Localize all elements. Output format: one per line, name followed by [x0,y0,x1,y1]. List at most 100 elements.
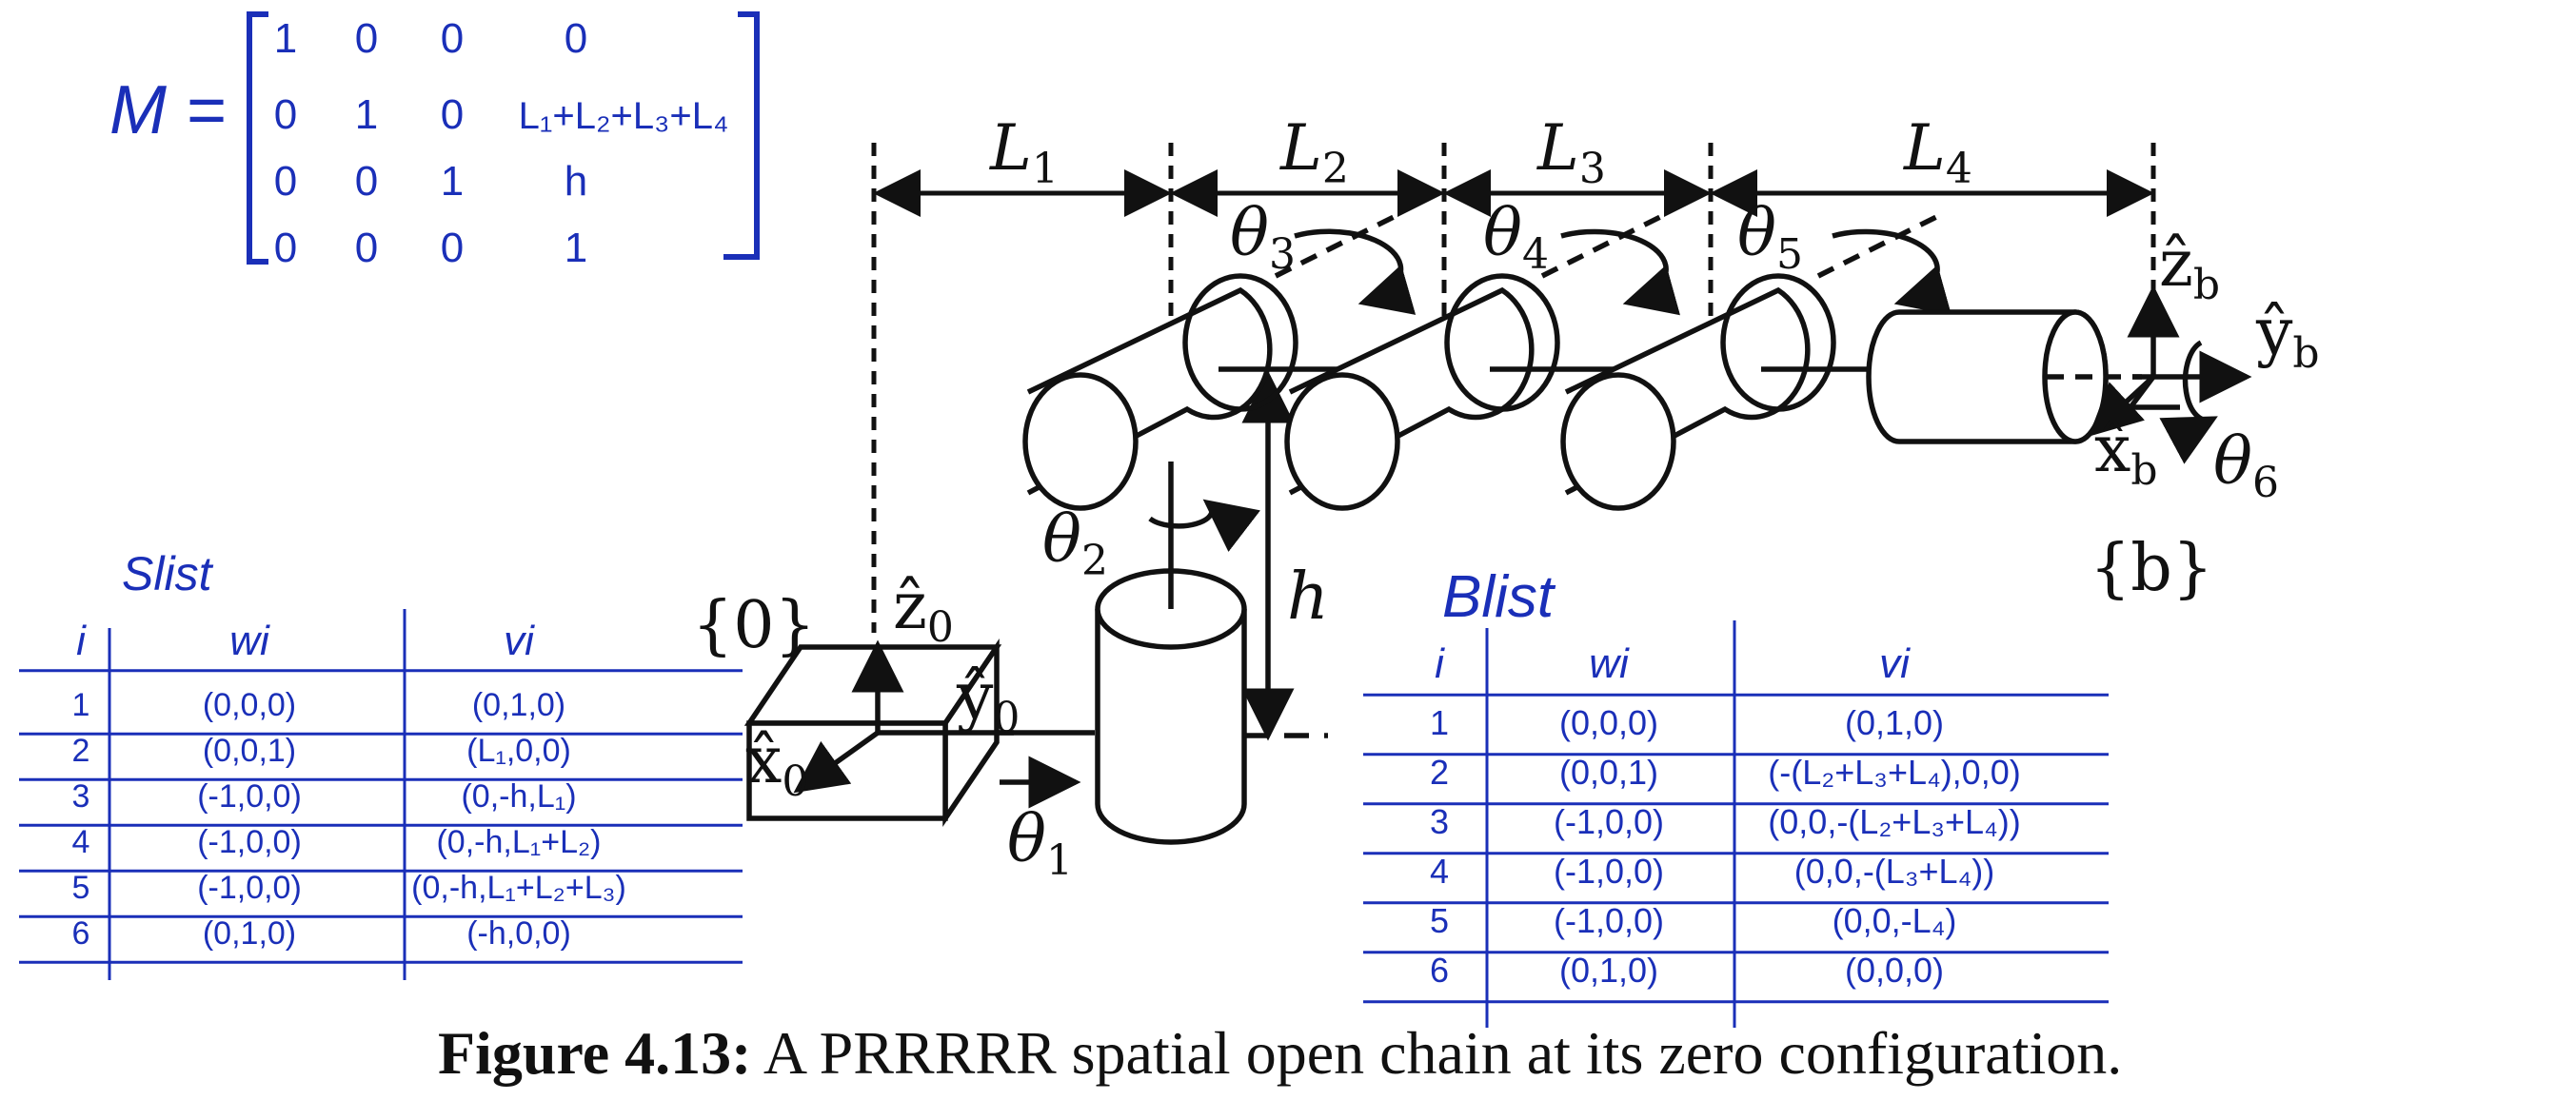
slist-cell: (-1,0,0) [197,778,302,815]
blist-cell: (0,0,0) [1559,703,1658,742]
label-theta1: θ1 [1007,802,1073,885]
table-row: 4 (-1,0,0) (0,-h,L₁+L₂) [19,824,743,873]
figure-caption-text: A PRRRRR spatial open chain at its zero … [751,1019,2123,1087]
label-zb: ẑb [2159,226,2220,309]
blist-header: wi [1589,640,1630,687]
label-theta5: θ5 [1737,196,1803,279]
figure-caption: Figure 4.13: A PRRRRR spatial open chain… [438,1018,2570,1089]
m-matrix-cell: 0 [274,225,297,271]
joint4-axis-dash [1540,211,1668,279]
m-matrix-cell: 1 [274,15,297,62]
label-L2: L2 [1279,111,1349,193]
blist-cell: (0,0,-(L₃+L₄)) [1794,852,1994,891]
blist-cell: 6 [1430,951,1449,990]
theta6-arrow [2159,340,2218,464]
figure-caption-label: Figure 4.13: [438,1019,752,1087]
label-frame-0: {0} [692,588,816,663]
m-matrix-cell: 0 [441,225,464,271]
blist-cell: 1 [1430,703,1449,742]
blist-header: i [1435,640,1445,687]
blist-header: vi [1879,640,1911,687]
table-row: 4 (-1,0,0) (0,0,-(L₃+L₄)) [1363,852,2109,905]
theta3-arrow [1294,228,1417,315]
blist-cell: (-1,0,0) [1554,852,1664,891]
m-matrix-label: M = [109,72,226,148]
slist-cell: 1 [72,687,90,723]
table-row: 1 (0,0,0) (0,1,0) [1363,703,2109,756]
table-row: 1 (0,0,0) (0,1,0) [19,687,743,736]
slist-cell: (0,0,1) [203,733,296,769]
m-matrix-cell: 0 [274,158,297,205]
joint5-axis-dash [1816,211,1944,279]
blist-cell: (0,0,-(L₂+L₃+L₄)) [1768,802,2020,841]
table-row: 2 (0,0,1) (L₁,0,0) [19,733,743,781]
robot-chain [743,211,2252,845]
table-row: 3 (-1,0,0) (0,-h,L₁) [19,778,743,827]
m-matrix-cell: 1 [441,158,464,205]
m-matrix-left-bracket [247,11,268,265]
joint3-cylinder [1022,273,1298,511]
slist-cell: (-h,0,0) [466,915,571,952]
m-matrix-cell: 0 [441,15,464,62]
slist-cell: 6 [72,915,90,952]
table-row: 6 (0,1,0) (0,0,0) [1363,951,2109,1004]
table-row: 5 (-1,0,0) (0,0,-L₄) [1363,901,2109,954]
m-matrix-cell: 0 [355,225,378,271]
slist-cell: 3 [72,778,90,815]
label-theta2: θ2 [1042,502,1108,585]
m-matrix-right-bracket [723,11,760,260]
m-matrix-cell: 0 [441,91,464,138]
blist-cell: 2 [1430,753,1449,792]
m-matrix-cell: 1 [565,225,587,271]
label-theta4: θ4 [1483,196,1549,279]
label-x0: x̂0 [745,723,808,806]
table-row: 2 (0,0,1) (-(L₂+L₃+L₄),0,0) [1363,753,2109,806]
blist-cell: 5 [1430,901,1449,940]
blist-cell: (0,1,0) [1845,703,1944,742]
m-matrix-cell: 0 [565,15,587,62]
blist-table: Blist i wi vi 1 (0,0,0) (0,1,0) 2 (0,0,1) (-(L₂+… [1363,564,2109,1028]
table-row: 3 (-1,0,0) (0,0,-(L₂+L₃+L₄)) [1363,802,2109,855]
slist-cell: (0,1,0) [472,687,565,723]
slist-cell: (0,-h,L₁) [461,778,576,815]
label-theta6: θ6 [2213,424,2279,507]
blist-cell: (-(L₂+L₃+L₄),0,0) [1768,753,2020,792]
m-matrix-cell: 0 [355,158,378,205]
table-row: 5 (-1,0,0) (0,-h,L₁+L₂+L₃) [19,870,743,918]
blist-cell: (0,0,1) [1559,753,1658,792]
label-L3: L3 [1536,111,1606,193]
slist-cell: (0,-h,L₁+L₂) [436,824,601,860]
slist-cell: (-1,0,0) [197,870,302,906]
m-matrix-cell: L₁+L₂+L₃+L₄ [519,95,729,137]
label-L4: L4 [1903,111,1972,193]
blist-cell: 3 [1430,802,1449,841]
theta4-arrow [1560,228,1681,316]
slist-cell: (0,0,0) [203,687,296,723]
blist-cell: (-1,0,0) [1554,802,1664,841]
m-matrix-cell: h [565,158,587,205]
label-y0: ŷ0 [956,659,1020,742]
slist-cell: (0,-h,L₁+L₂+L₃) [411,870,626,906]
slist-title: Slist [122,547,214,600]
slist-table: Slist i wi vi 1 (0,0,0) (0,1,0) 2 (0,0,1) (L₁,0,… [19,547,743,980]
joint5-cylinder [1560,273,1836,511]
slist-cell: (-1,0,0) [197,824,302,860]
blist-cell: 4 [1430,852,1449,891]
joint6-cylinder [1866,309,2109,444]
slist-cell: (L₁,0,0) [466,733,571,769]
label-L1: L1 [989,111,1059,193]
label-height: h [1287,560,1329,635]
slist-header: vi [504,618,535,664]
theta2-arrow [1148,499,1260,553]
joint2-cylinder [1095,568,1247,845]
slist-cell: (0,1,0) [203,915,296,952]
table-row: 6 (0,1,0) (-h,0,0) [19,915,743,964]
m-matrix-cell: 0 [274,91,297,138]
diagram-labels: θ1 θ2 θ3 θ4 θ5 θ6 h {0} {b} ẑ0 ŷ0 x̂0 ẑb… [692,196,2320,885]
slist-cell: 2 [72,733,90,769]
blist-cell: (0,0,0) [1845,951,1944,990]
label-frame-b: {b} [2090,531,2213,606]
slist-cell: 5 [72,870,90,906]
joint4-cylinder [1284,273,1560,511]
